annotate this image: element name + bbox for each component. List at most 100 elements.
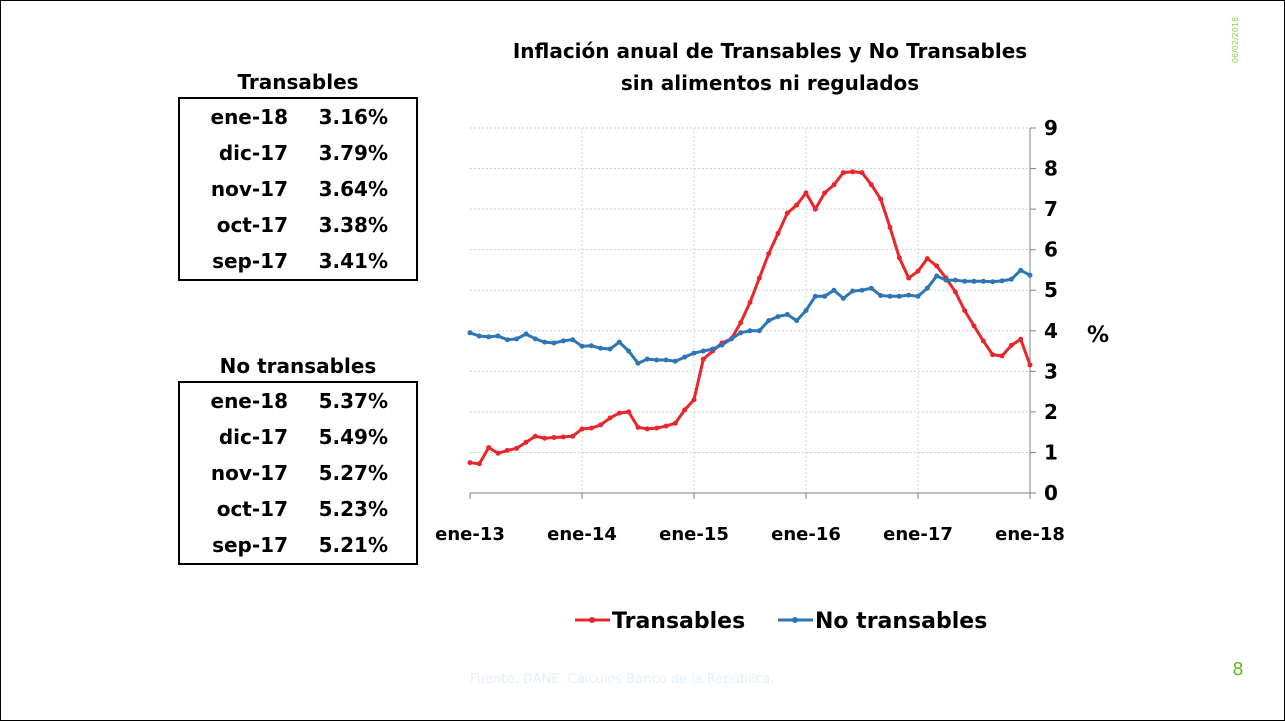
table-row: sep-17 5.21% xyxy=(180,527,416,563)
y-tick-label: 8 xyxy=(1044,157,1058,181)
point xyxy=(859,170,865,176)
x-tick-label: ene-15 xyxy=(659,524,729,545)
point xyxy=(579,426,585,432)
point xyxy=(523,439,529,445)
point xyxy=(663,357,669,363)
legend-marker xyxy=(792,617,798,623)
table-cell: 3.38% xyxy=(318,213,388,237)
series-line xyxy=(469,268,1031,366)
table-cell: dic-17 xyxy=(218,425,288,449)
x-tick-label: ene-17 xyxy=(883,524,953,545)
point xyxy=(570,433,576,439)
point xyxy=(766,318,772,324)
point xyxy=(756,328,762,334)
table-row: ene-18 3.16% xyxy=(180,99,416,135)
point xyxy=(570,337,576,343)
table-row: sep-17 3.41% xyxy=(180,243,416,279)
date: 06/02/2018 xyxy=(1231,17,1240,63)
table-cell: 3.79% xyxy=(318,141,388,165)
point xyxy=(915,293,921,299)
table: ene-18 3.16% dic-17 3.79% nov-17 3.64% oct-17 3… xyxy=(178,97,418,281)
source: Fuente: DANE. Cálculos Banco de la Repúb… xyxy=(470,672,774,687)
point xyxy=(887,293,893,299)
point xyxy=(962,278,968,284)
point xyxy=(635,360,641,366)
point xyxy=(990,279,996,285)
table-cell: sep-17 xyxy=(212,533,288,557)
point xyxy=(476,333,482,339)
point xyxy=(719,342,725,348)
y-tick-label: 4 xyxy=(1044,319,1058,343)
point xyxy=(551,434,557,440)
point xyxy=(691,350,697,356)
table-cell: oct-17 xyxy=(216,213,288,237)
point xyxy=(504,447,510,453)
point xyxy=(551,340,557,346)
point xyxy=(896,255,902,261)
point xyxy=(915,268,921,274)
point xyxy=(467,330,473,336)
table-cell: sep-17 xyxy=(212,249,288,273)
point xyxy=(616,410,622,416)
table-cell: 5.27% xyxy=(318,461,388,485)
point xyxy=(859,287,865,293)
table-row: dic-17 3.79% xyxy=(180,135,416,171)
point xyxy=(598,345,604,351)
table-row: ene-18 5.37% xyxy=(180,383,416,419)
point xyxy=(934,263,940,269)
legend-label: No transables xyxy=(815,609,987,634)
point xyxy=(934,273,940,279)
point xyxy=(542,339,548,345)
table-title: No transables xyxy=(219,354,377,378)
table-cell: 5.21% xyxy=(318,533,388,557)
point xyxy=(980,338,986,344)
point xyxy=(672,420,678,426)
point xyxy=(1027,362,1033,368)
table-cell: dic-17 xyxy=(218,141,288,165)
point xyxy=(971,278,977,284)
table-cell: nov-17 xyxy=(210,177,288,201)
table-title: Transables xyxy=(237,70,359,94)
point xyxy=(784,312,790,318)
point xyxy=(523,331,529,337)
point xyxy=(495,333,501,339)
point xyxy=(588,343,594,349)
y-tick-label: 6 xyxy=(1044,238,1058,262)
point xyxy=(738,320,744,326)
point xyxy=(486,445,492,451)
point xyxy=(514,336,520,342)
point xyxy=(1018,267,1024,273)
point xyxy=(803,308,809,313)
y-tick-label: 2 xyxy=(1044,400,1058,424)
point xyxy=(504,337,510,343)
point xyxy=(672,358,678,364)
point xyxy=(794,318,800,324)
legend-label: Transables xyxy=(612,609,745,634)
table-cell: 3.64% xyxy=(318,177,388,201)
point xyxy=(700,348,706,354)
point xyxy=(822,293,828,299)
point xyxy=(1018,336,1024,342)
point xyxy=(775,230,781,236)
page-number: 8 xyxy=(1232,659,1243,680)
table-row: oct-17 5.23% xyxy=(180,491,416,527)
point xyxy=(952,289,958,295)
point xyxy=(579,343,585,349)
point xyxy=(850,169,856,175)
point xyxy=(644,426,650,432)
point xyxy=(831,287,837,293)
point xyxy=(682,354,688,360)
point xyxy=(691,397,697,403)
y-axis-label: % xyxy=(1087,323,1109,348)
x-tick-label: ene-16 xyxy=(771,524,841,545)
point xyxy=(747,299,753,305)
point xyxy=(560,338,566,344)
table-cell: 3.16% xyxy=(318,105,388,129)
point xyxy=(784,210,790,216)
point xyxy=(850,288,856,294)
point xyxy=(887,224,893,230)
chart-title: Inflación anual de Transables y No Trans… xyxy=(513,39,1027,63)
point xyxy=(486,334,492,340)
point xyxy=(840,170,846,176)
